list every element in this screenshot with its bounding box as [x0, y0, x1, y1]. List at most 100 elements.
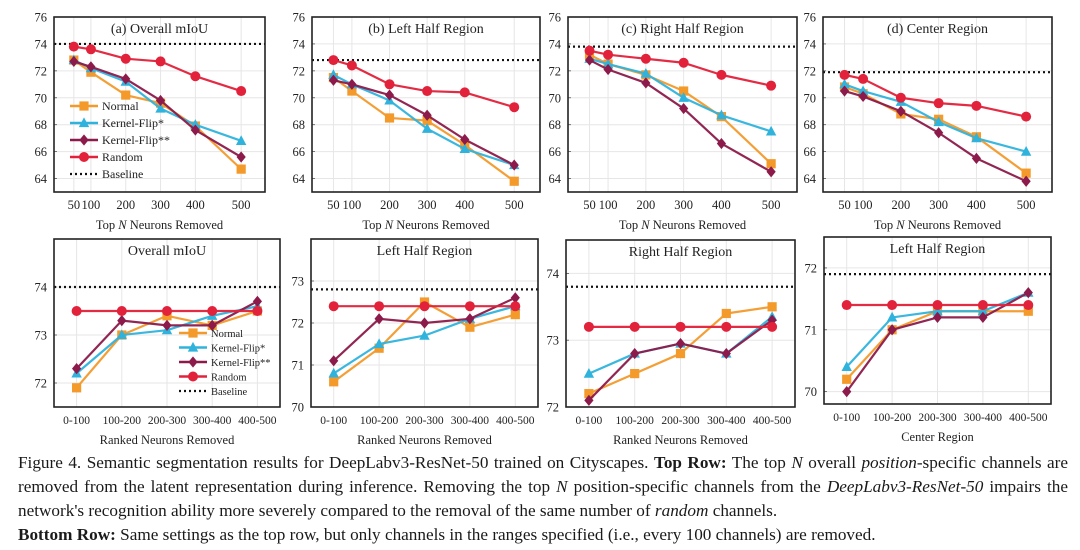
data-point-random [207, 306, 218, 316]
y-tick-label: 64 [293, 172, 306, 186]
chart-title: (a) Overall mIoU [111, 22, 208, 37]
figure-caption: Figure 4. Semantic segmentation results … [18, 453, 1069, 544]
data-point-random [895, 92, 906, 103]
x-axis-label: Ranked Neurons Removed [357, 433, 492, 445]
series-line-kernel-flipstar [589, 57, 772, 133]
data-point-kernel-flipstar [841, 361, 852, 371]
data-point-random [346, 60, 357, 71]
y-tick-label: 70 [293, 91, 306, 105]
x-tick-label: 0-100 [575, 415, 602, 427]
x-tick-label: 200 [636, 198, 655, 212]
data-point-random [464, 301, 475, 312]
legend: Normal Kernel-Flip* Kernel-Flip** Random Bas… [70, 99, 170, 181]
y-tick-label: 76 [804, 11, 817, 25]
x-tick-label: 50 [327, 198, 340, 212]
x-tick-label: 0-100 [320, 415, 347, 427]
caption-top-row-label: Top Row: [653, 453, 727, 472]
x-tick-label: 0-100 [833, 412, 860, 424]
data-point-kernel-flipstar [932, 305, 943, 316]
data-point-random [767, 321, 778, 332]
legend-swatch-marker [79, 101, 89, 111]
data-point-kernel-flipstar [977, 305, 989, 316]
y-tick-label: 74 [549, 37, 562, 51]
data-point-normal [766, 159, 776, 169]
data-point-random [384, 79, 395, 90]
data-point-random [190, 71, 201, 82]
data-point-random [583, 321, 594, 332]
data-point-random [328, 301, 339, 312]
data-point-random [1021, 111, 1032, 122]
data-point-kernel-flipstar [419, 330, 430, 340]
x-tick-label: 400-500 [496, 415, 535, 427]
plot-frame [822, 16, 1053, 193]
data-point-kernel-flipstarstar [155, 94, 166, 107]
data-point-normal [384, 113, 395, 123]
data-point-normal [121, 90, 131, 100]
data-point-kernel-flipstarstar [69, 55, 79, 68]
x-tick-label: 300-400 [193, 415, 232, 427]
data-point-random [716, 69, 727, 80]
x-tick-label: 200-300 [661, 415, 700, 427]
x-tick-label: 100 [343, 198, 362, 212]
chart-title: (c) Right Half Region [621, 22, 743, 37]
chart-title: Left Half Region [377, 244, 473, 259]
data-point-random [721, 321, 732, 332]
data-point-kernel-flipstarstar [1021, 175, 1031, 187]
data-point-kernel-flipstarstar [509, 159, 519, 171]
data-point-kernel-flipstar [1020, 146, 1032, 156]
data-point-kernel-flipstar [716, 109, 727, 120]
data-point-kernel-flipstarstar [630, 347, 640, 360]
data-point-random [236, 86, 247, 97]
data-point-random [509, 102, 520, 113]
y-tick-label: 73 [35, 329, 48, 343]
data-point-kernel-flipstarstar [934, 127, 944, 139]
data-point-random [933, 98, 944, 109]
x-tick-label: 200 [380, 198, 399, 212]
y-tick-label: 72 [35, 377, 48, 391]
data-point-normal [721, 308, 731, 319]
data-point-kernel-flipstarstar [716, 137, 727, 150]
data-point-random [977, 300, 988, 311]
data-point-kernel-flipstar [886, 311, 898, 322]
y-tick-label: 76 [549, 11, 562, 25]
y-tick-label: 68 [35, 118, 48, 132]
x-tick-label: 300 [418, 198, 437, 212]
data-point-kernel-flipstar [602, 58, 614, 69]
series-line-random [333, 59, 515, 109]
y-tick-label: 70 [35, 91, 48, 105]
legend-swatch-marker [78, 117, 90, 128]
x-tick-label: 500 [1017, 198, 1036, 212]
x-tick-label: 100 [599, 198, 618, 212]
plot-frame [53, 16, 266, 193]
data-point-random [120, 53, 131, 64]
data-point-kernel-flipstarstar [419, 317, 430, 329]
y-tick-label: 70 [804, 91, 817, 105]
legend-swatch-marker [188, 356, 198, 368]
legend-label: Kernel-Flip** [102, 133, 170, 147]
x-tick-label: 300 [929, 198, 948, 212]
x-tick-label: 0-100 [63, 415, 90, 427]
legend-label: Baseline [211, 387, 247, 398]
data-point-kernel-flipstar [640, 67, 652, 78]
x-tick-label: 300-400 [964, 412, 1003, 424]
data-point-random [971, 100, 982, 111]
data-point-random [640, 53, 651, 64]
x-tick-label: 50 [68, 198, 81, 212]
data-point-random [603, 49, 614, 60]
data-point-normal [675, 348, 686, 359]
series-line-kernel-flipstar [844, 83, 1027, 153]
chart-title: Left Half Region [890, 242, 986, 257]
data-point-random [584, 45, 595, 56]
data-point-normal [679, 86, 689, 96]
data-point-random [252, 306, 263, 316]
chart-panel-4: 64 66 68 70 72 74 76 50 100 200 300 400 500 Top N Neu… [804, 11, 1053, 232]
y-tick-label: 73 [547, 334, 560, 348]
plot-frame [53, 238, 281, 408]
x-tick-label: 400 [186, 198, 205, 212]
data-point-kernel-flipstar [933, 116, 944, 127]
data-point-kernel-flipstarstar [887, 324, 897, 336]
data-point-kernel-flipstarstar [858, 90, 868, 103]
data-point-kernel-flipstarstar [374, 313, 384, 325]
x-tick-label: 400 [712, 198, 731, 212]
data-point-kernel-flipstar [459, 143, 470, 154]
